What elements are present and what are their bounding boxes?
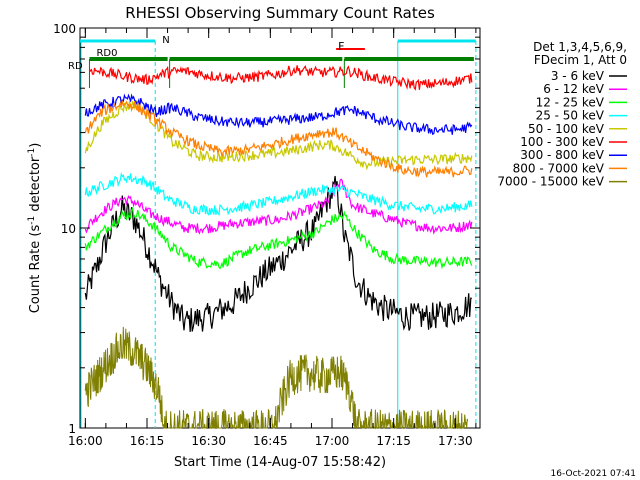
legend-header-1: Det 1,3,4,5,6,9, xyxy=(533,40,627,54)
legend-label-5: 50 - 100 keV xyxy=(528,122,605,136)
series-line-3 xyxy=(84,206,473,270)
legend-label-6: 100 - 300 keV xyxy=(520,135,604,149)
series-line-1 xyxy=(84,175,472,332)
series-line-8 xyxy=(84,100,473,178)
series-line-5 xyxy=(84,100,473,171)
rd0-flag-label: RD0 xyxy=(96,48,117,59)
legend-label-4: 25 - 50 keV xyxy=(536,109,605,123)
x-axis-label: Start Time (14-Aug-07 15:58:42) xyxy=(174,455,386,470)
x-tick-label: 17:15 xyxy=(376,434,411,448)
y-axis-label-prefix: Count Rate (s xyxy=(28,225,43,314)
series-line-4 xyxy=(84,172,473,217)
axes: 1 10 100 16:00 16:15 16:30 16:45 17:00 17:15 17:3… xyxy=(53,22,480,448)
legend-label-9: 7000 - 15000 keV xyxy=(497,175,604,189)
series-line-7 xyxy=(84,93,473,136)
y-axis-label-mid: detector xyxy=(28,156,43,216)
series-line-6 xyxy=(88,65,473,91)
timestamp: 16-Oct-2021 07:41 xyxy=(551,469,636,479)
legend-label-1: 3 - 6 keV xyxy=(551,69,605,83)
y-tick-label: 10 xyxy=(61,222,76,236)
y-axis-label-sup: -1 xyxy=(27,216,37,225)
x-tick-label: 16:15 xyxy=(130,434,165,448)
chart-title: RHESSI Observing Summary Count Rates xyxy=(125,4,435,22)
y-tick-label: 100 xyxy=(53,22,76,36)
x-tick-label: 17:00 xyxy=(315,434,350,448)
y-axis-label-suffix: ) xyxy=(28,143,43,148)
night-flag-label: N xyxy=(162,35,169,46)
legend-label-3: 12 - 25 keV xyxy=(536,95,605,109)
legend-label-7: 300 - 800 keV xyxy=(520,148,604,162)
x-tick-label: 16:00 xyxy=(68,434,103,448)
series-layer xyxy=(84,65,473,430)
y-axis-label-sup-2: -1 xyxy=(27,148,37,157)
series-line-9 xyxy=(84,326,469,430)
x-tick-label: 17:30 xyxy=(438,434,473,448)
y-tick-label: 1 xyxy=(68,422,76,436)
flag-bands: N RD0 RD F xyxy=(68,35,477,428)
legend-header-2: FDecim 1, Att 0 xyxy=(534,53,627,67)
y-axis-label: Count Rate (s-1 detector-1) xyxy=(27,143,43,314)
flare-flag-label: F xyxy=(338,40,344,53)
series-line-2 xyxy=(84,178,473,235)
rd0-side-label: RD xyxy=(68,61,83,72)
legend-label-2: 6 - 12 keV xyxy=(543,82,605,96)
legend-label-8: 800 - 7000 keV xyxy=(513,161,605,175)
x-tick-label: 16:45 xyxy=(253,434,288,448)
x-tick-label: 16:30 xyxy=(191,434,226,448)
